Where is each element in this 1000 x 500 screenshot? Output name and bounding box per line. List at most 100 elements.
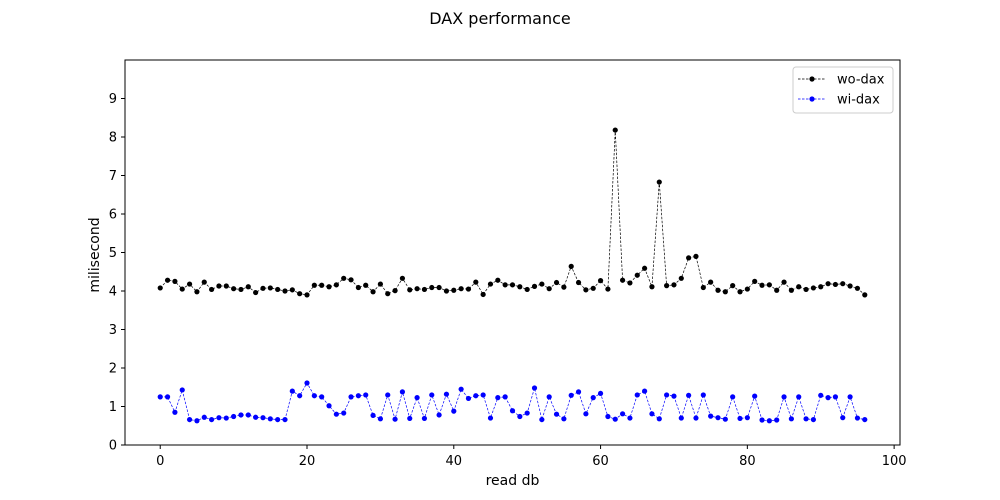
data-point-wo-dax bbox=[319, 282, 325, 288]
data-point-wi-dax bbox=[480, 392, 486, 398]
data-point-wo-dax bbox=[553, 279, 560, 286]
data-point-wo-dax bbox=[737, 289, 743, 295]
data-point-wo-dax bbox=[164, 277, 171, 283]
data-point-wo-dax bbox=[840, 281, 846, 287]
data-point-wi-dax bbox=[289, 388, 295, 394]
data-point-wi-dax bbox=[568, 392, 574, 398]
data-point-wo-dax bbox=[774, 287, 780, 293]
data-point-wi-dax bbox=[275, 416, 281, 423]
data-point-wo-dax bbox=[451, 287, 457, 293]
data-point-wo-dax bbox=[708, 279, 714, 285]
data-point-wo-dax bbox=[172, 278, 178, 284]
data-point-wo-dax bbox=[282, 288, 288, 294]
y-tick-label: 9 bbox=[109, 92, 117, 107]
legend-label-wo-dax: wo-dax bbox=[837, 73, 885, 88]
data-point-wo-dax bbox=[818, 284, 824, 290]
legend: wo-dax wi-dax bbox=[792, 66, 894, 114]
data-point-wo-dax bbox=[810, 285, 816, 291]
data-point-wo-dax bbox=[231, 286, 237, 292]
data-point-wo-dax bbox=[788, 287, 794, 293]
data-point-wi-dax bbox=[649, 411, 655, 417]
y-tick-label: 8 bbox=[109, 131, 117, 146]
data-point-wi-dax bbox=[759, 417, 765, 423]
data-point-wo-dax bbox=[275, 286, 281, 293]
data-point-wi-dax bbox=[186, 416, 193, 423]
data-point-wo-dax bbox=[781, 279, 787, 285]
data-point-wo-dax bbox=[443, 288, 450, 294]
data-point-wi-dax bbox=[473, 393, 479, 399]
y-axis-label: milisecond bbox=[87, 217, 103, 292]
data-point-wo-dax bbox=[656, 179, 662, 185]
data-point-wo-dax bbox=[392, 288, 398, 294]
data-point-wi-dax bbox=[260, 415, 266, 421]
data-point-wo-dax bbox=[194, 289, 200, 295]
y-tick-label: 0 bbox=[109, 439, 117, 454]
data-point-wi-dax bbox=[194, 418, 200, 424]
data-point-wi-dax bbox=[216, 415, 222, 421]
data-point-wo-dax bbox=[355, 284, 361, 291]
x-tick-label: 20 bbox=[299, 454, 316, 469]
data-point-wi-dax bbox=[854, 415, 861, 421]
data-point-wo-dax bbox=[531, 283, 538, 289]
x-tick-label: 40 bbox=[446, 454, 463, 469]
data-point-wi-dax bbox=[781, 394, 787, 400]
y-tick-label: 3 bbox=[109, 323, 117, 338]
x-tick-label: 100 bbox=[882, 454, 907, 469]
data-point-wi-dax bbox=[392, 416, 398, 422]
data-point-wi-dax bbox=[737, 415, 743, 422]
data-point-wi-dax bbox=[862, 416, 868, 423]
data-point-wi-dax bbox=[245, 412, 251, 418]
data-point-wi-dax bbox=[458, 386, 464, 392]
series-line-wi-dax bbox=[160, 382, 865, 422]
data-point-wo-dax bbox=[209, 286, 215, 293]
data-point-wi-dax bbox=[847, 394, 853, 400]
y-tick-label: 4 bbox=[109, 285, 117, 300]
data-point-wo-dax bbox=[304, 292, 310, 298]
data-point-wo-dax bbox=[399, 275, 406, 281]
data-point-wo-dax bbox=[509, 282, 516, 288]
data-point-wo-dax bbox=[267, 285, 273, 291]
data-point-wo-dax bbox=[385, 291, 391, 297]
data-point-wi-dax bbox=[708, 413, 714, 419]
data-point-wo-dax bbox=[803, 286, 809, 293]
y-tick-label: 5 bbox=[109, 246, 117, 261]
data-point-wo-dax bbox=[627, 280, 633, 286]
data-point-wo-dax bbox=[465, 286, 472, 292]
data-point-wo-dax bbox=[363, 282, 369, 288]
data-point-wi-dax bbox=[766, 418, 772, 424]
data-point-wo-dax bbox=[539, 281, 545, 287]
data-point-wo-dax bbox=[796, 284, 802, 290]
data-point-wi-dax bbox=[832, 394, 839, 400]
data-point-wi-dax bbox=[341, 410, 347, 416]
data-point-wi-dax bbox=[634, 392, 640, 398]
data-point-wi-dax bbox=[583, 411, 589, 417]
data-point-wo-dax bbox=[524, 286, 530, 293]
legend-marker-wi-dax bbox=[809, 96, 815, 102]
data-point-wi-dax bbox=[355, 393, 361, 399]
data-point-wo-dax bbox=[583, 287, 589, 293]
data-point-wi-dax bbox=[238, 412, 244, 418]
data-point-wi-dax bbox=[267, 416, 273, 422]
data-point-wi-dax bbox=[157, 394, 163, 400]
data-point-wo-dax bbox=[480, 291, 486, 298]
data-point-wi-dax bbox=[619, 411, 626, 417]
data-point-wi-dax bbox=[825, 395, 831, 401]
data-point-wo-dax bbox=[502, 282, 508, 288]
data-point-wo-dax bbox=[825, 281, 831, 287]
data-point-wi-dax bbox=[223, 415, 229, 421]
data-point-wi-dax bbox=[517, 413, 523, 420]
data-point-wi-dax bbox=[546, 394, 552, 400]
data-point-wo-dax bbox=[590, 285, 596, 291]
data-point-wo-dax bbox=[238, 286, 244, 293]
data-point-wi-dax bbox=[487, 415, 494, 421]
data-point-wo-dax bbox=[671, 282, 677, 288]
data-point-wi-dax bbox=[348, 394, 354, 400]
data-point-wi-dax bbox=[744, 415, 750, 421]
data-point-wi-dax bbox=[553, 411, 560, 417]
data-point-wo-dax bbox=[326, 284, 332, 290]
axes-frame bbox=[124, 59, 901, 446]
data-point-wi-dax bbox=[443, 391, 450, 397]
data-point-wo-dax bbox=[436, 284, 442, 291]
data-point-wo-dax bbox=[619, 277, 626, 283]
